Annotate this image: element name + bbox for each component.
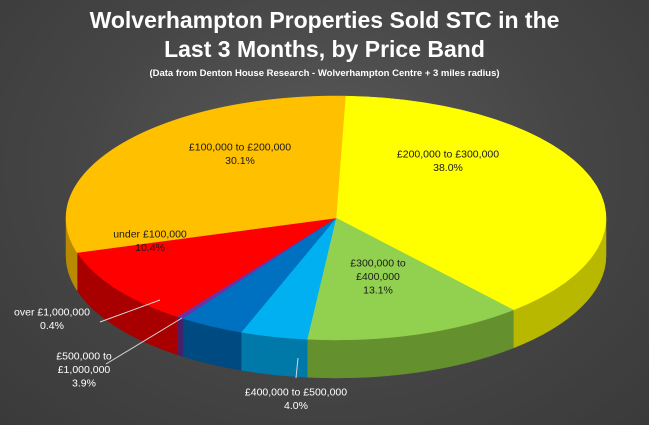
pie-slice-1[interactable] bbox=[306, 217, 514, 341]
leader-line-4 bbox=[99, 299, 161, 323]
slice-label-3: £500,000 to £1,000,000 3.9% bbox=[56, 351, 112, 390]
pie-slice-6[interactable] bbox=[65, 95, 346, 253]
pie-side-walls bbox=[65, 217, 607, 379]
chart-title-line-2: Last 3 Months, by Price Band bbox=[164, 36, 485, 62]
slice-label-0: £200,000 to £300,000 38.0% bbox=[397, 148, 499, 174]
leader-line-3 bbox=[105, 317, 183, 365]
pie-labels: £200,000 to £300,000 38.0% £300,000 to £400… bbox=[14, 141, 499, 412]
slice-label-6: £100,000 to £200,000 30.1% bbox=[189, 141, 291, 167]
chart-subtitle: (Data from Denton House Research - Wolve… bbox=[149, 68, 500, 79]
slice-label-5: under £100,000 10.4% bbox=[113, 228, 187, 254]
pie-top-faces bbox=[65, 95, 607, 341]
slice-label-1: £300,000 to £400,000 13.1% bbox=[350, 258, 406, 297]
slice-label-4: over £1,000,000 0.4% bbox=[14, 306, 90, 332]
leader-line-2 bbox=[295, 357, 299, 379]
pie-slice-side-4 bbox=[176, 316, 183, 357]
slice-label-2: £400,000 to £500,000 4.0% bbox=[245, 386, 347, 412]
pie-slice-0[interactable] bbox=[335, 95, 607, 311]
pie-slice-5[interactable] bbox=[76, 217, 337, 317]
chart-title: Wolverhampton Properties Sold STC in the… bbox=[0, 6, 649, 64]
chart-title-line-1: Wolverhampton Properties Sold STC in the bbox=[89, 7, 560, 33]
